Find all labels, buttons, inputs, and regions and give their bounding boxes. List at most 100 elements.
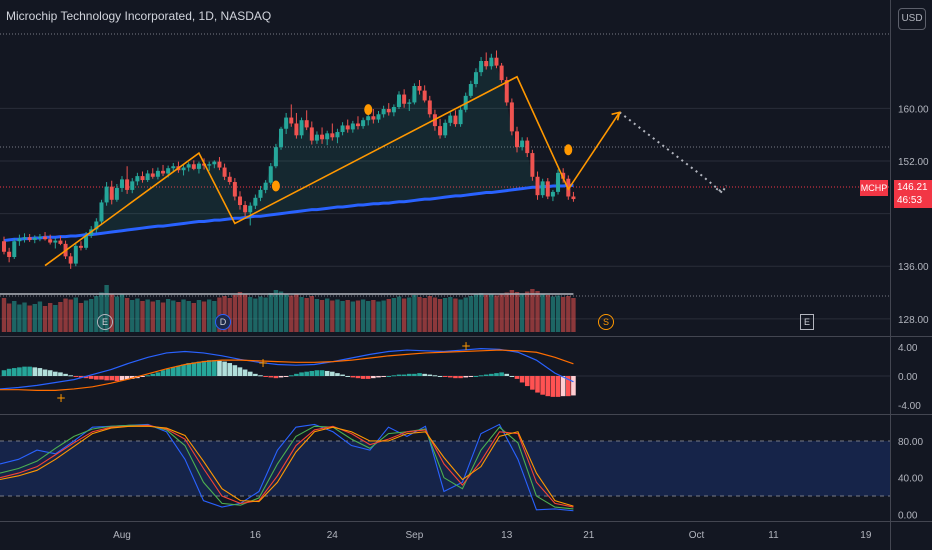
macd-histogram-bar xyxy=(78,376,84,378)
macd-histogram-bar xyxy=(27,366,32,376)
volume-bar xyxy=(99,292,104,332)
volume-bar xyxy=(63,298,68,332)
candle-body xyxy=(407,102,412,104)
ma-shaded-area xyxy=(4,57,574,241)
volume-bar xyxy=(263,297,268,332)
volume-bar xyxy=(181,299,186,332)
volume-bar xyxy=(237,292,243,332)
volume-bar xyxy=(509,290,515,332)
volume-bar xyxy=(109,293,114,332)
earnings-marker-aug[interactable]: E xyxy=(97,314,113,330)
time-tick-label: 21 xyxy=(583,530,595,541)
macd-cross-marker: + xyxy=(258,356,268,370)
macd-histogram-bar xyxy=(524,376,530,387)
volume-bar xyxy=(535,291,540,332)
split-marker[interactable]: S xyxy=(598,314,614,330)
candle-body xyxy=(438,126,443,136)
candle-body xyxy=(161,170,166,174)
volume-bar xyxy=(83,300,89,332)
earnings-marker-nov[interactable]: E xyxy=(800,314,814,330)
volume-bar xyxy=(504,292,509,332)
candle-body xyxy=(84,235,89,248)
candle-body xyxy=(412,85,417,103)
macd-histogram-bar xyxy=(437,376,443,377)
macd-histogram-bar xyxy=(258,375,263,377)
volume-bar xyxy=(514,292,520,332)
candle-body xyxy=(330,133,335,138)
macd-histogram-bar xyxy=(519,376,525,383)
macd-histogram-bar xyxy=(309,370,315,376)
macd-histogram-bar xyxy=(386,376,392,377)
volume-bar xyxy=(12,301,17,332)
macd-histogram-bar xyxy=(11,368,17,376)
time-tick-label: 11 xyxy=(768,530,779,541)
volume-bar xyxy=(360,299,366,332)
volume-bar xyxy=(345,300,350,332)
volume-bar xyxy=(555,295,561,332)
candle-body xyxy=(237,196,242,206)
macd-histogram-bar xyxy=(273,376,279,379)
ma-line xyxy=(3,183,574,243)
macd-histogram-bar xyxy=(288,375,294,377)
macd-histogram-bar xyxy=(401,374,407,376)
macd-histogram-bar xyxy=(165,368,171,376)
volume-bar xyxy=(448,297,453,332)
macd-histogram-bar xyxy=(99,376,104,380)
candle-body xyxy=(448,115,453,123)
candle-body xyxy=(386,109,391,113)
candle-body xyxy=(504,80,509,103)
volume-bar xyxy=(160,302,166,332)
candle-body xyxy=(366,116,371,121)
macd-histogram-bar xyxy=(247,371,253,376)
volume-bar xyxy=(268,293,273,332)
volume-bar xyxy=(442,298,448,332)
time-tick-label: 24 xyxy=(327,530,339,541)
candle-body xyxy=(32,237,37,240)
volume-bar xyxy=(150,301,155,332)
volume-bar xyxy=(309,296,314,332)
currency-button[interactable]: USD xyxy=(898,8,926,30)
macd-histogram-bar xyxy=(42,369,48,376)
candle-body xyxy=(515,131,519,148)
candle-body xyxy=(17,238,22,242)
candle-body xyxy=(196,163,201,169)
candle-body xyxy=(417,85,422,91)
macd-histogram-bar xyxy=(227,363,233,376)
macd-histogram-bar xyxy=(448,376,453,378)
candle-body xyxy=(43,236,48,240)
candle-body xyxy=(119,179,124,188)
macd-histogram-bar xyxy=(232,365,238,376)
candle-body xyxy=(212,161,217,165)
volume-bar xyxy=(27,305,32,332)
candle-body xyxy=(427,100,432,115)
candle-body xyxy=(453,115,458,125)
projection-dotted xyxy=(618,111,723,194)
volume-bar xyxy=(376,301,381,332)
volume-bar xyxy=(47,303,53,332)
volume-bar xyxy=(278,291,284,332)
macd-histogram-bar xyxy=(47,370,53,376)
candle-body xyxy=(7,251,12,258)
candle-body xyxy=(155,170,160,177)
macd-histogram-bar xyxy=(119,376,125,381)
candle-body xyxy=(48,239,53,243)
volume-bar xyxy=(124,298,130,332)
candle-body xyxy=(150,173,155,177)
candle-body xyxy=(27,237,32,240)
candle-body xyxy=(22,237,27,239)
volume-bar xyxy=(186,301,191,332)
volume-bar xyxy=(78,303,84,332)
macd-histogram-bar xyxy=(176,365,181,376)
volume-bar xyxy=(499,294,504,332)
macd-histogram-bar xyxy=(83,376,89,379)
stoch-line-3 xyxy=(0,425,574,507)
candle-body xyxy=(473,72,478,85)
macd-histogram-bar xyxy=(463,376,468,378)
signal-dot xyxy=(564,144,573,156)
dividend-marker[interactable]: D xyxy=(215,314,231,330)
volume-bar xyxy=(171,300,176,332)
macd-histogram-bar xyxy=(263,376,268,377)
volume-bar xyxy=(314,299,320,332)
